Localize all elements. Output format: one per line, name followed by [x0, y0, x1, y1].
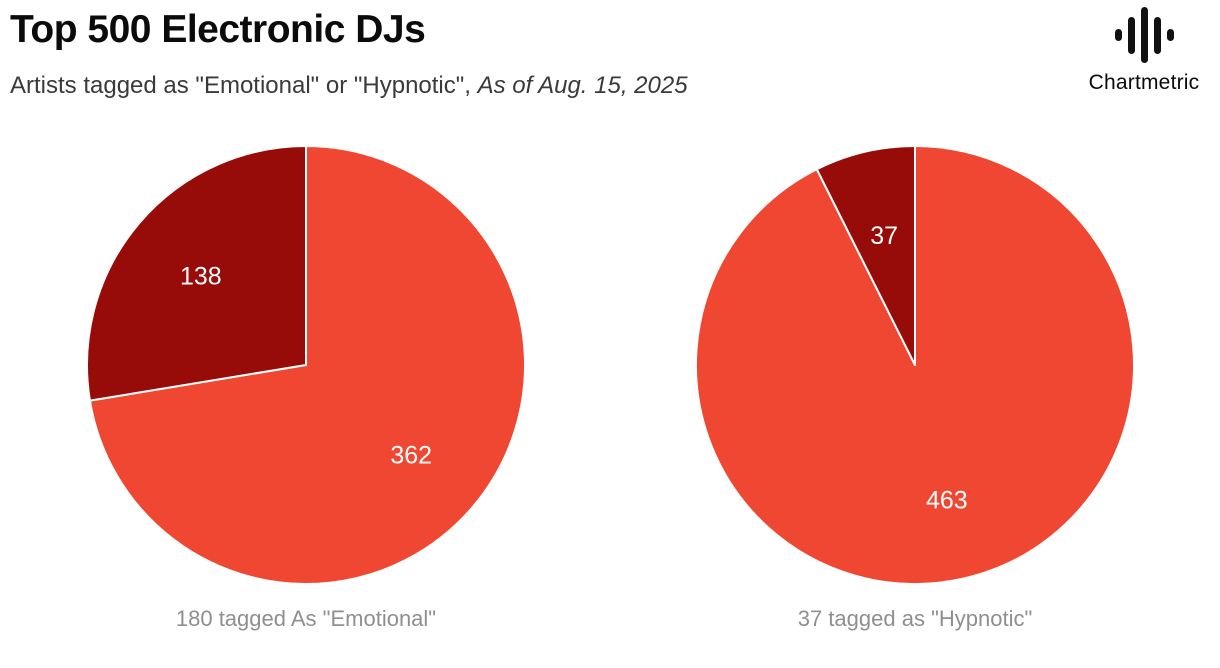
pie-caption-emotional: 180 tagged As "Emotional": [175, 606, 437, 631]
subtitle-date: As of Aug. 15, 2025: [477, 72, 688, 99]
pie-slice: [815, 145, 916, 366]
pie-slice: [86, 145, 307, 402]
pie-chart-emotional: 362 138: [86, 145, 527, 585]
chartmetric-logo-text: Chartmetric: [1088, 71, 1200, 94]
pie-slice: [88, 145, 527, 585]
pie-slice-label: 362: [390, 441, 432, 469]
pie-chart-hypnotic: 463 37: [695, 145, 1135, 585]
page-title: Top 500 Electronic DJs: [10, 8, 426, 51]
page-subtitle: Artists tagged as "Emotional" or "Hypnot…: [10, 72, 688, 100]
subtitle-text: Artists tagged as "Emotional" or "Hypnot…: [10, 72, 478, 99]
pie-slice-label: 463: [926, 486, 968, 514]
pie-figure-hypnotic: 463 37 37 tagged as "Hypnotic": [694, 144, 1136, 632]
pie-slice-label: 37: [870, 222, 898, 250]
pie-slice-label: 138: [180, 263, 222, 291]
waveform-icon: [1114, 6, 1174, 64]
chartmetric-logo: Chartmetric: [1076, 6, 1212, 95]
pie-figure-emotional: 362 138 180 tagged As "Emotional": [85, 144, 527, 632]
pie-caption-hypnotic: 37 tagged as "Hypnotic": [797, 606, 1033, 631]
